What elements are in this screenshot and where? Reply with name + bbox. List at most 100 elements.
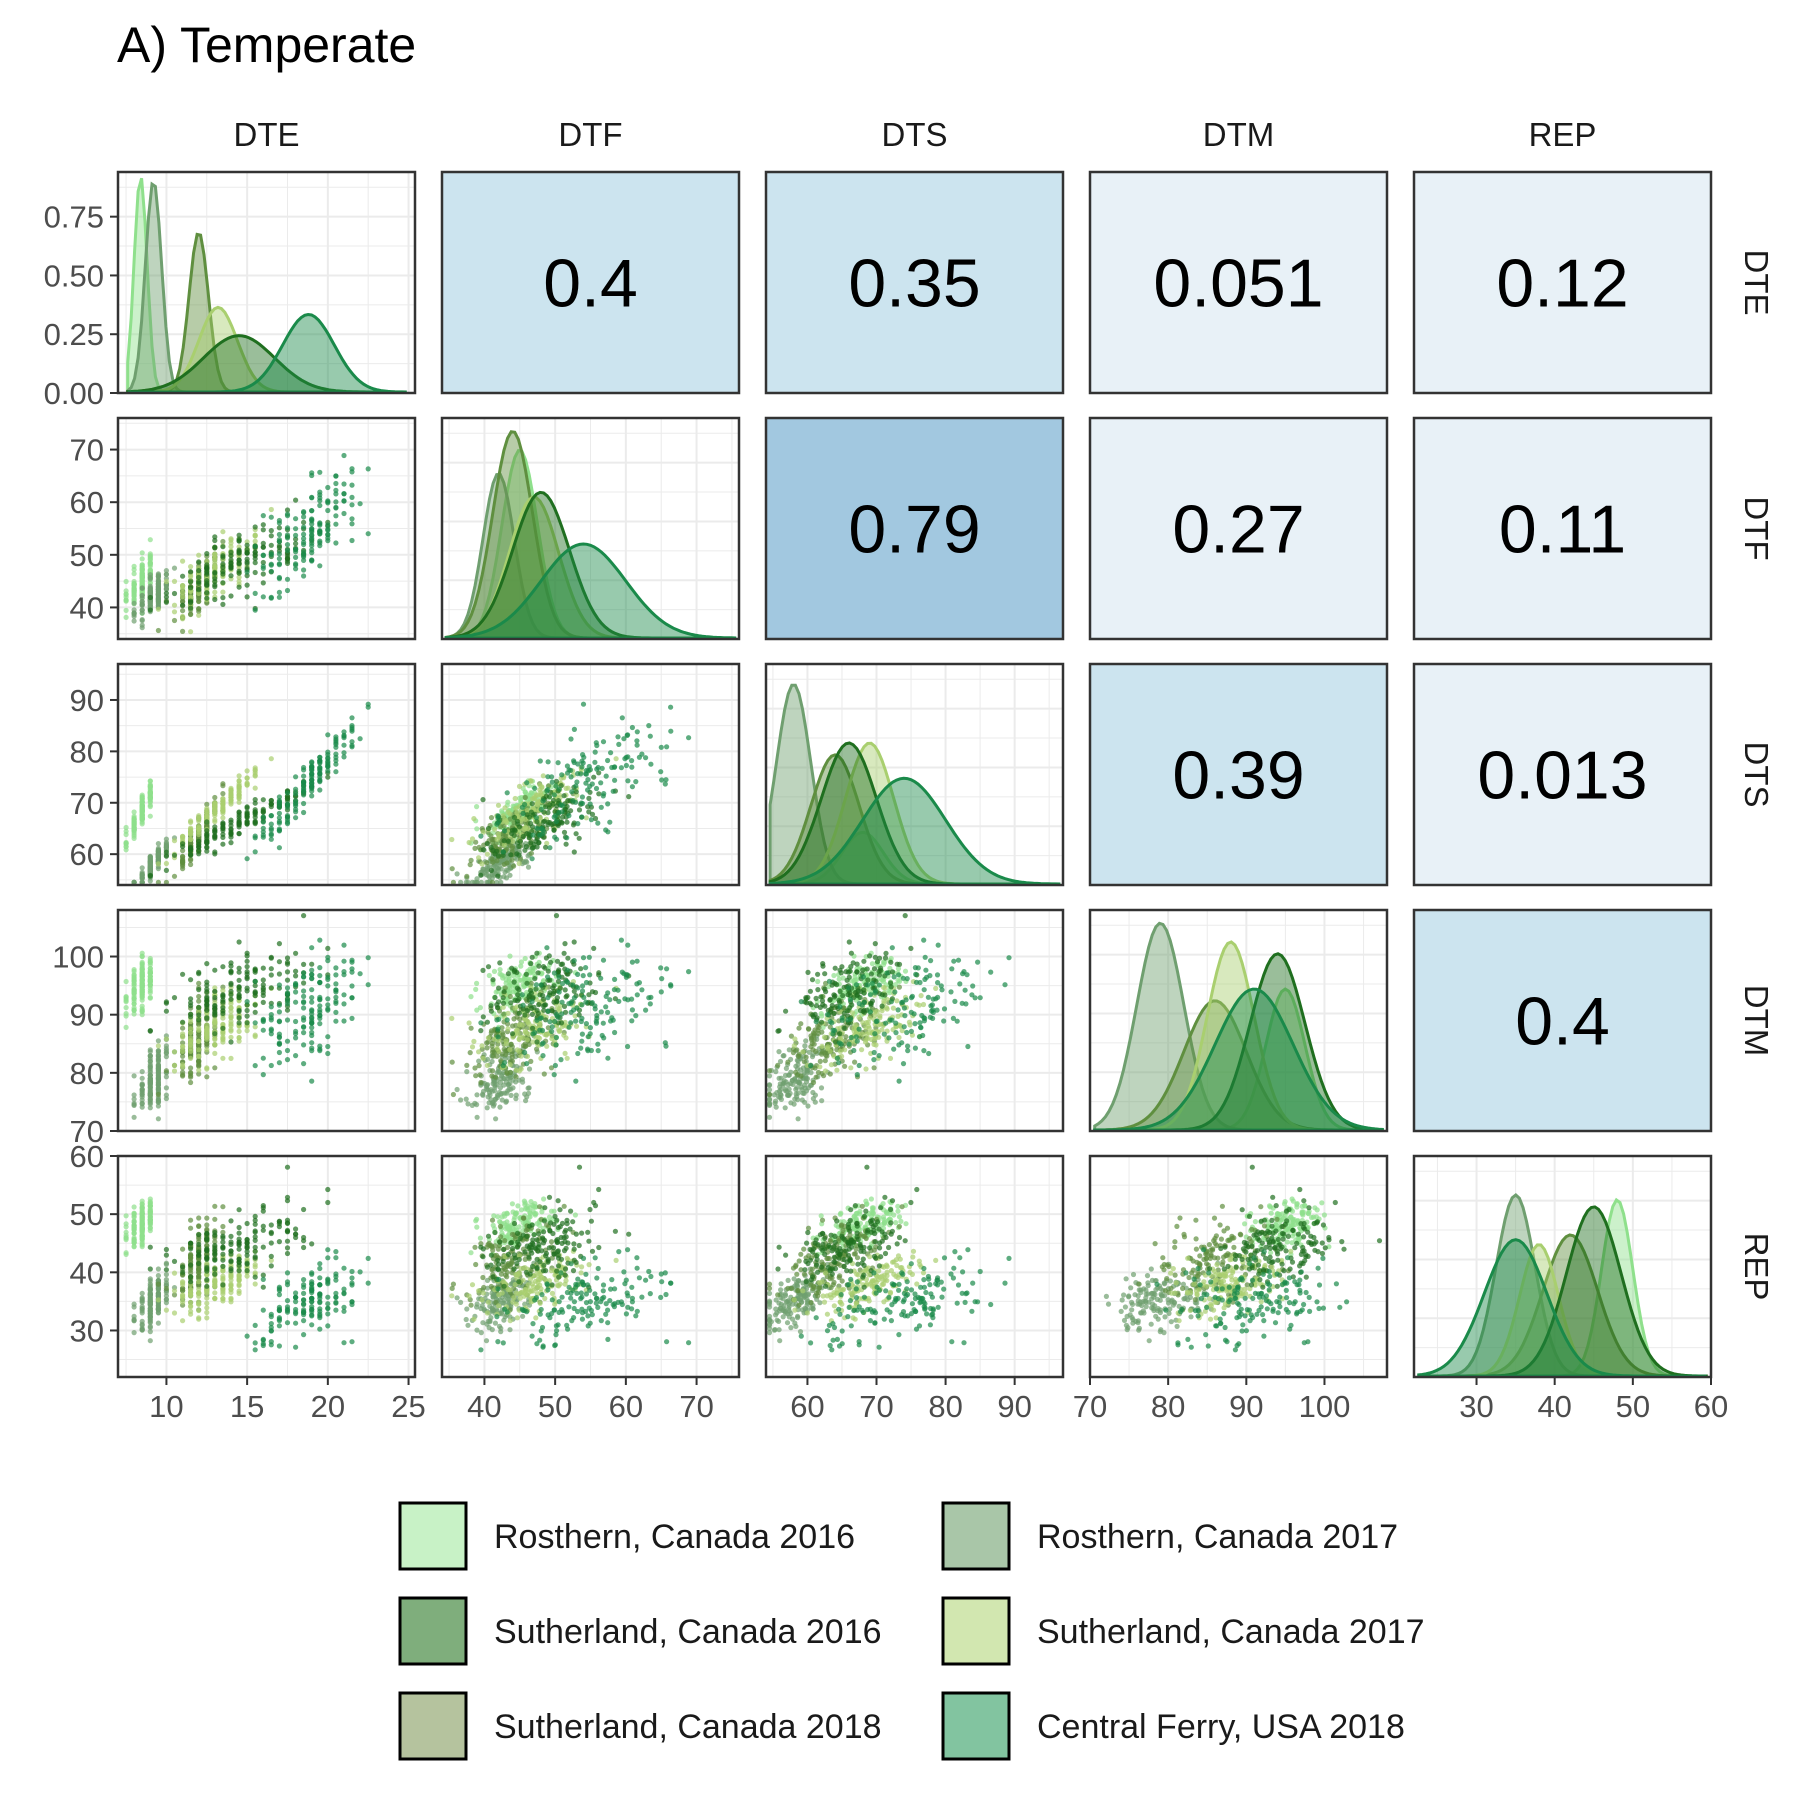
scatter-point bbox=[605, 1009, 611, 1016]
scatter-point bbox=[309, 527, 315, 534]
scatter-point bbox=[212, 1005, 218, 1012]
scatter-point bbox=[293, 497, 299, 503]
scatter-point bbox=[212, 537, 218, 544]
scatter-point bbox=[147, 990, 153, 996]
scatter-point bbox=[476, 855, 482, 861]
scatter-point bbox=[131, 1100, 137, 1106]
scatter-point bbox=[155, 1052, 161, 1058]
scatter-point bbox=[188, 1070, 194, 1077]
scatter-point bbox=[204, 1026, 210, 1032]
scatter-point bbox=[766, 1068, 773, 1074]
scatter-point bbox=[489, 1043, 495, 1049]
scatter-point bbox=[575, 1050, 581, 1057]
scatter-point bbox=[545, 974, 551, 980]
scatter-point bbox=[479, 861, 485, 867]
scatter-point bbox=[268, 533, 274, 539]
scatter-point bbox=[317, 997, 323, 1003]
scatter-point bbox=[458, 1097, 464, 1103]
scatter-point bbox=[196, 827, 202, 833]
scatter-point bbox=[196, 969, 202, 976]
scatter-point bbox=[220, 807, 226, 813]
scatter-point bbox=[545, 774, 551, 780]
scatter-point bbox=[301, 783, 307, 789]
scatter-point bbox=[333, 504, 339, 510]
scatter-point bbox=[616, 998, 622, 1005]
scatter-point bbox=[507, 953, 513, 959]
scatter-point bbox=[188, 1030, 194, 1036]
scatter-point bbox=[773, 1069, 779, 1075]
scatter-point bbox=[583, 965, 589, 971]
scatter-point bbox=[180, 608, 186, 614]
scatter-point bbox=[495, 1092, 501, 1098]
scatter-point bbox=[349, 469, 355, 475]
scatter-point bbox=[564, 967, 571, 973]
scatter-point bbox=[301, 1000, 307, 1006]
scatter-point bbox=[244, 569, 250, 575]
scatter-point bbox=[554, 995, 561, 1001]
scatter-point bbox=[309, 987, 315, 993]
scatter-point bbox=[317, 778, 323, 784]
scatter-point bbox=[196, 1004, 202, 1011]
scatter-point bbox=[506, 978, 512, 984]
scatter-point bbox=[276, 531, 282, 538]
scatter-point bbox=[485, 873, 491, 879]
scatter-point bbox=[244, 1020, 250, 1026]
scatter-point bbox=[588, 817, 595, 823]
scatter-point bbox=[252, 1020, 258, 1026]
scatter-point bbox=[212, 806, 218, 812]
scatter-point bbox=[276, 801, 282, 808]
scatter-point bbox=[228, 1055, 234, 1061]
scatter-point bbox=[244, 958, 250, 964]
scatter-point bbox=[490, 977, 496, 983]
scatter-point bbox=[524, 831, 530, 837]
scatter-point bbox=[147, 1096, 153, 1102]
scatter-point bbox=[503, 1041, 509, 1047]
scatter-point bbox=[163, 1096, 169, 1102]
scatter-point bbox=[530, 832, 536, 838]
scatter-point bbox=[533, 982, 540, 988]
scatter-point bbox=[528, 820, 534, 827]
scatter-point bbox=[507, 1062, 513, 1068]
scatter-point bbox=[578, 1045, 584, 1051]
scatter-point bbox=[325, 535, 331, 541]
scatter-point bbox=[566, 1024, 572, 1030]
scatter-point bbox=[260, 522, 266, 528]
scatter-point bbox=[268, 756, 274, 762]
scatter-point bbox=[147, 537, 153, 543]
scatter-point bbox=[188, 605, 194, 611]
scatter-point bbox=[495, 853, 502, 859]
scatter-point bbox=[349, 1015, 355, 1022]
scatter-point bbox=[220, 554, 226, 560]
scatter-point bbox=[795, 1090, 801, 1096]
scatter-point bbox=[580, 973, 586, 979]
scatter-point bbox=[228, 544, 234, 550]
scatter-point bbox=[204, 982, 210, 988]
scatter-point bbox=[171, 873, 178, 879]
scatter-point bbox=[766, 1082, 773, 1088]
scatter-point bbox=[212, 834, 218, 840]
scatter-point bbox=[284, 814, 291, 820]
scatter-point bbox=[550, 797, 557, 804]
scatter-point bbox=[523, 1098, 529, 1104]
scatter-point bbox=[147, 1028, 153, 1034]
scatter-point bbox=[365, 531, 371, 537]
scatter-point bbox=[333, 540, 339, 546]
scatter-point bbox=[220, 589, 226, 595]
scatter-point bbox=[803, 1074, 809, 1080]
scatter-point bbox=[236, 969, 242, 975]
scatter-point bbox=[196, 587, 202, 593]
scatter-point bbox=[592, 749, 598, 755]
scatter-point bbox=[252, 1033, 258, 1040]
scatter-point bbox=[488, 1003, 494, 1009]
scatter-point bbox=[559, 809, 565, 815]
scatter-point bbox=[504, 1017, 510, 1023]
scatter-point bbox=[309, 785, 315, 792]
scatter-point bbox=[163, 1048, 169, 1054]
scatter-point bbox=[510, 838, 516, 845]
scatter-point bbox=[180, 1064, 186, 1070]
scatter-point bbox=[869, 961, 876, 967]
chart-title: A) Temperate bbox=[117, 17, 416, 73]
scatter-point bbox=[341, 491, 347, 497]
scatter-point bbox=[467, 1050, 473, 1056]
scatter-point bbox=[559, 999, 565, 1005]
